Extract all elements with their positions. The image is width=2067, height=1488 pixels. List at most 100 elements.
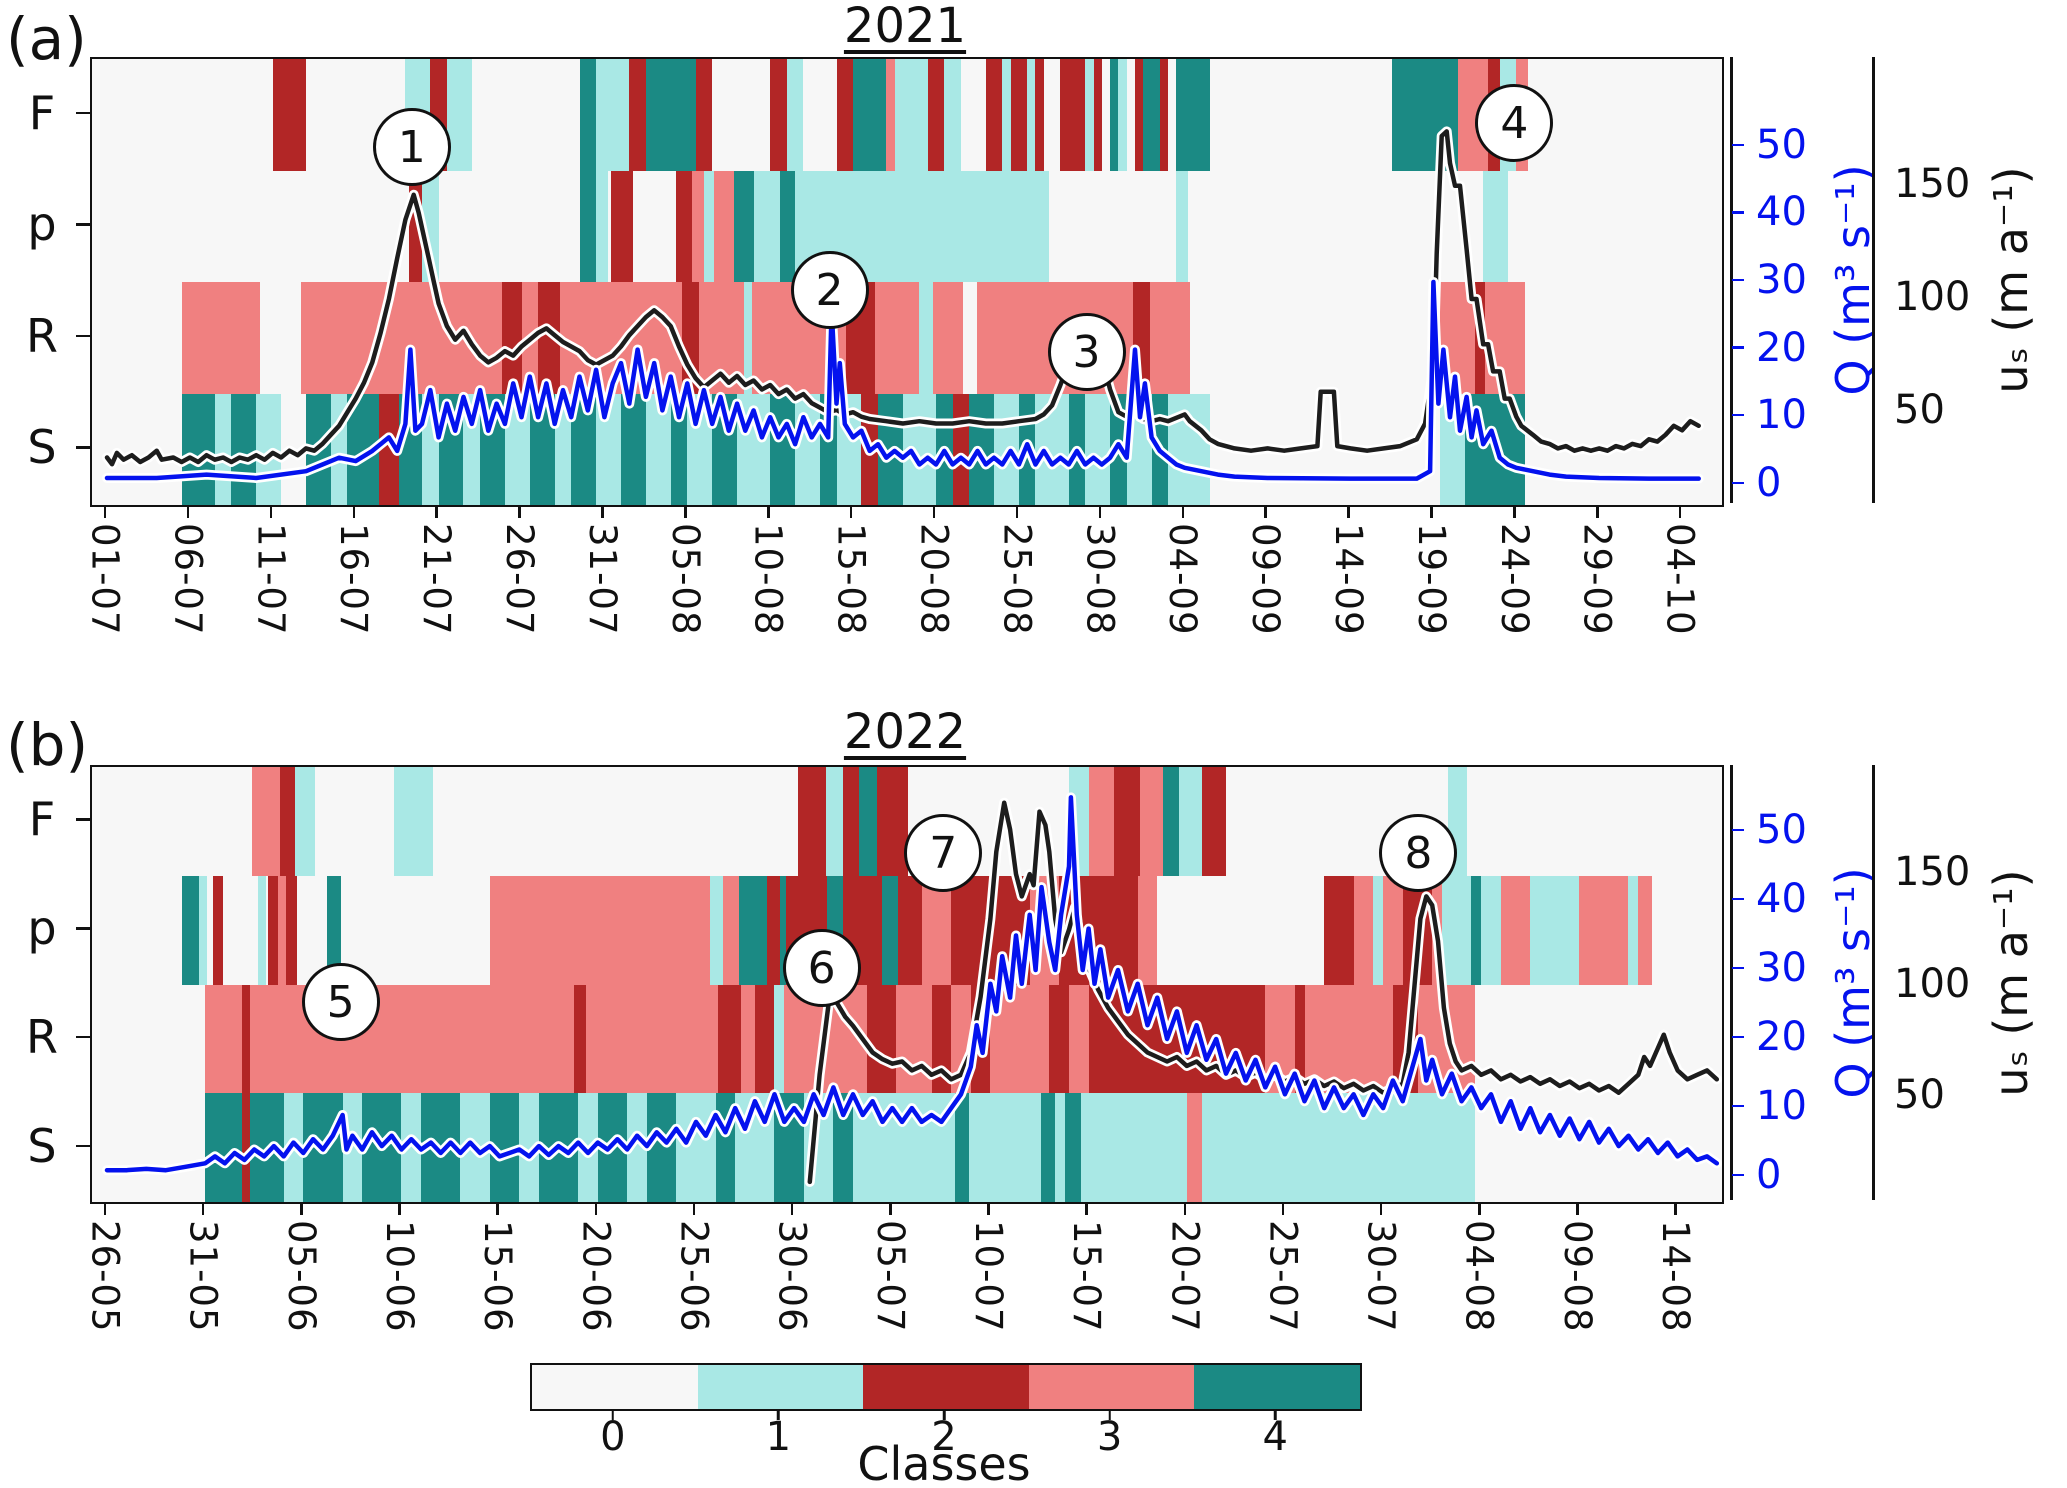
heatmap-segment <box>741 984 755 1094</box>
heatmap-segment <box>213 875 223 985</box>
heatmap-segment <box>836 59 854 171</box>
heatmap-segment <box>774 984 785 1094</box>
heatmap-segment <box>627 1093 647 1202</box>
heatmap-segment <box>703 170 714 282</box>
heatmap-segment <box>256 393 282 505</box>
x-tick-label: 30-08 <box>1078 523 1122 636</box>
heatmap-segment <box>205 1093 243 1202</box>
heatmap-segment <box>205 984 243 1094</box>
x-tick-label: 20-07 <box>1163 1220 1207 1333</box>
us-axis-label: uₛ (m a⁻¹) <box>1984 166 2038 394</box>
q-tick-label: 0 <box>1756 459 1782 506</box>
x-axis-tick <box>594 1202 598 1215</box>
heatmap-segment <box>579 59 597 171</box>
heatmap-segment <box>931 984 952 1094</box>
x-axis-tick <box>300 1202 303 1215</box>
left-axis-tick <box>76 927 90 930</box>
heatmap-segment <box>723 875 740 985</box>
x-tick-label: 15-08 <box>829 523 873 636</box>
q-tick-label: 10 <box>1756 392 1807 439</box>
heatmap-segment <box>882 875 899 985</box>
heatmap-segment <box>717 984 742 1094</box>
heatmap-segment <box>401 1093 422 1202</box>
x-tick-label: 30-07 <box>1359 1220 1403 1333</box>
heatmap-segment <box>709 875 724 985</box>
row-label-R: R <box>26 308 58 363</box>
event-marker-6: 6 <box>782 929 861 1007</box>
x-axis-tick <box>352 505 355 518</box>
heatmap-segment <box>231 393 257 505</box>
heatmap-segment <box>252 767 280 876</box>
heatmap-segment <box>272 59 306 171</box>
x-axis-tick <box>684 505 687 518</box>
x-tick-label: 15-07 <box>1065 1220 1109 1333</box>
q-tick-label: 30 <box>1756 257 1807 303</box>
colorbar-class-3 <box>1028 1365 1195 1409</box>
heatmap-segment <box>489 875 710 985</box>
heatmap-segment <box>1002 59 1011 171</box>
row-label-F: F <box>28 792 56 847</box>
heatmap-segment <box>919 282 933 394</box>
heatmap-segment <box>242 984 251 1094</box>
heatmap-segment <box>258 875 266 985</box>
x-tick-label: 26-07 <box>498 523 541 636</box>
heatmap-segment <box>780 170 796 282</box>
heatmap-segment <box>285 875 298 985</box>
heatmap-segment <box>1049 984 1069 1094</box>
heatmap-segment <box>833 1093 853 1202</box>
heatmap-segment <box>393 767 433 876</box>
q-axis-tick <box>1732 346 1744 349</box>
x-axis-tick <box>103 1202 107 1215</box>
x-axis-tick <box>1183 1202 1187 1215</box>
x-tick-label: 04-08 <box>1457 1220 1501 1333</box>
colorbar-tick-label: 4 <box>1262 1414 1288 1460</box>
heatmap-segment <box>739 875 767 985</box>
heatmap-segment <box>1027 59 1036 171</box>
event-marker-7: 7 <box>904 814 983 892</box>
us-tick-label: 100 <box>1894 273 1971 320</box>
heatmap-segment <box>1118 59 1127 171</box>
heatmap-segment <box>1055 1093 1066 1202</box>
q-axis-tick <box>1732 143 1744 147</box>
heatmap-segment <box>874 282 920 394</box>
x-tick-label: 24-09 <box>1492 523 1536 636</box>
q-axis-tick <box>1732 1104 1744 1108</box>
heatmap-segment <box>894 59 928 171</box>
heatmap-segment <box>858 767 877 876</box>
q-axis-tick <box>1732 828 1744 832</box>
event-marker-1: 1 <box>372 108 451 186</box>
heatmap-segment <box>501 282 522 394</box>
x-axis-tick <box>1430 505 1433 518</box>
heatmap-segment <box>1294 984 1305 1094</box>
x-axis-tick <box>1015 505 1019 518</box>
heatmap-segment <box>1159 59 1169 171</box>
us-axis-spine <box>1872 765 1875 1200</box>
heatmap-segment <box>1373 875 1384 985</box>
heatmap-segment <box>1143 59 1160 171</box>
heatmap-segment <box>886 59 895 171</box>
colorbar-tick <box>611 1409 615 1420</box>
colorbar-class-4 <box>1194 1365 1360 1409</box>
x-tick-label: 10-08 <box>746 523 790 636</box>
heatmap-segment <box>574 984 586 1094</box>
colorbar-tick-label: 3 <box>1096 1414 1123 1460</box>
x-axis-tick <box>692 1202 696 1215</box>
heatmap-segment <box>1579 875 1629 985</box>
heatmap-segment <box>927 59 945 171</box>
heatmap-segment <box>1383 875 1403 985</box>
heatmap-segment <box>1176 59 1210 171</box>
row-label-p: p <box>27 197 57 252</box>
x-tick-label: 04-10 <box>1658 523 1702 636</box>
heatmap-segment <box>1186 1093 1203 1202</box>
left-axis-tick <box>76 111 90 115</box>
colorbar-tick <box>1273 1409 1277 1420</box>
x-axis-tick <box>1098 505 1102 518</box>
x-axis-tick <box>398 1202 401 1215</box>
heatmap-segment <box>1065 1093 1081 1202</box>
heatmap-segment <box>695 59 713 171</box>
us-tick-label: 50 <box>1894 387 1945 434</box>
q-tick-label: 40 <box>1756 875 1807 922</box>
heatmap-segment <box>1060 59 1086 171</box>
x-tick-label: 21-07 <box>415 523 459 636</box>
